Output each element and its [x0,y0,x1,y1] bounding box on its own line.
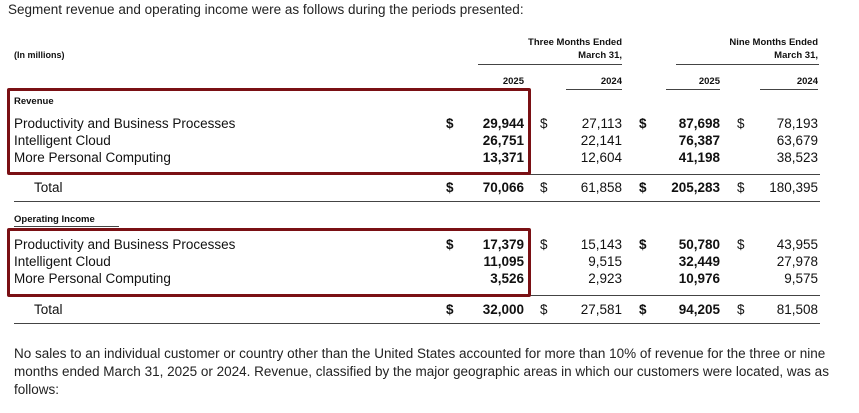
value-cell: 17,379 [482,237,524,252]
currency-sign: $ [639,116,647,131]
value-cell: 10,976 [678,271,720,286]
value-cell: 41,198 [678,150,720,165]
units-label: (In millions) [14,50,65,60]
year-header: 2025 [698,76,720,87]
value-cell: 15,143 [580,237,622,252]
value-cell: 38,523 [776,150,818,165]
value-cell: 32,449 [678,254,720,269]
value-cell: 27,113 [581,116,622,131]
footnote-text: No sales to an individual customer or co… [14,346,829,397]
total-value: 27,581 [580,302,622,317]
currency-sign: $ [446,302,454,317]
value-cell: 76,387 [678,133,720,148]
value-cell: 50,780 [678,237,720,252]
currency-sign: $ [446,180,454,195]
currency-sign: $ [540,180,548,195]
currency-sign: $ [737,237,745,252]
operating-income-highlight-box [7,228,531,297]
value-cell: 12,604 [580,150,622,165]
intro-text: Segment revenue and operating income wer… [8,2,524,17]
three-months-header: Three Months Ended March 31, [470,36,622,62]
row-label: Intelligent Cloud [14,254,111,269]
year-header: 2024 [796,76,818,87]
currency-sign: $ [540,116,548,131]
value-cell: 13,371 [482,150,524,165]
total-label: Total [34,180,63,195]
value-cell: 9,575 [784,271,818,286]
value-cell: 29,944 [482,116,524,131]
three-months-header-line2: March 31, [578,50,622,61]
total-label: Total [34,302,63,317]
operating-income-total-rule [14,323,820,324]
total-value: 94,205 [678,302,720,317]
row-label: Intelligent Cloud [14,133,111,148]
year-rule [566,89,622,90]
currency-sign: $ [446,116,454,131]
year-rule [666,89,720,90]
operating-income-title-underline [14,226,119,227]
currency-sign: $ [737,302,745,317]
total-value: 61,858 [580,180,622,195]
total-value: 32,000 [482,302,524,317]
value-cell: 63,679 [776,133,818,148]
revenue-highlight-box [7,88,531,175]
operating-income-section-title: Operating Income [14,214,95,225]
nine-months-header-line1: Nine Months Ended [729,37,818,48]
currency-sign: $ [737,180,745,195]
currency-sign: $ [540,237,548,252]
total-value: 205,283 [671,180,720,195]
revenue-section-title: Revenue [14,96,54,107]
value-cell: 26,751 [482,133,524,148]
currency-sign: $ [737,116,745,131]
value-cell: 22,141 [580,133,622,148]
currency-sign: $ [446,237,454,252]
three-months-header-line1: Three Months Ended [528,37,622,48]
year-rule [760,89,818,90]
currency-sign: $ [639,302,647,317]
value-cell: 43,955 [776,237,818,252]
total-value: 70,066 [482,180,524,195]
year-header: 2024 [600,76,622,87]
currency-sign: $ [540,302,548,317]
currency-sign: $ [639,180,647,195]
nine-months-rule [676,64,819,65]
value-cell: 3,526 [490,271,524,286]
value-cell: 78,193 [776,116,818,131]
value-cell: 9,515 [588,254,622,269]
nine-months-header-line2: March 31, [774,50,818,61]
value-cell: 87,698 [678,116,720,131]
row-label: Productivity and Business Processes [14,116,236,131]
total-value: 180,395 [769,180,818,195]
revenue-total-rule [14,201,820,202]
three-months-rule [478,64,622,65]
row-label: More Personal Computing [14,150,171,165]
value-cell: 11,095 [483,254,524,269]
value-cell: 2,923 [588,271,622,286]
year-header: 2025 [502,76,524,87]
row-label: Productivity and Business Processes [14,237,236,252]
row-label: More Personal Computing [14,271,171,286]
currency-sign: $ [639,237,647,252]
total-value: 81,508 [776,302,818,317]
nine-months-header: Nine Months Ended March 31, [668,36,818,62]
value-cell: 27,978 [776,254,818,269]
